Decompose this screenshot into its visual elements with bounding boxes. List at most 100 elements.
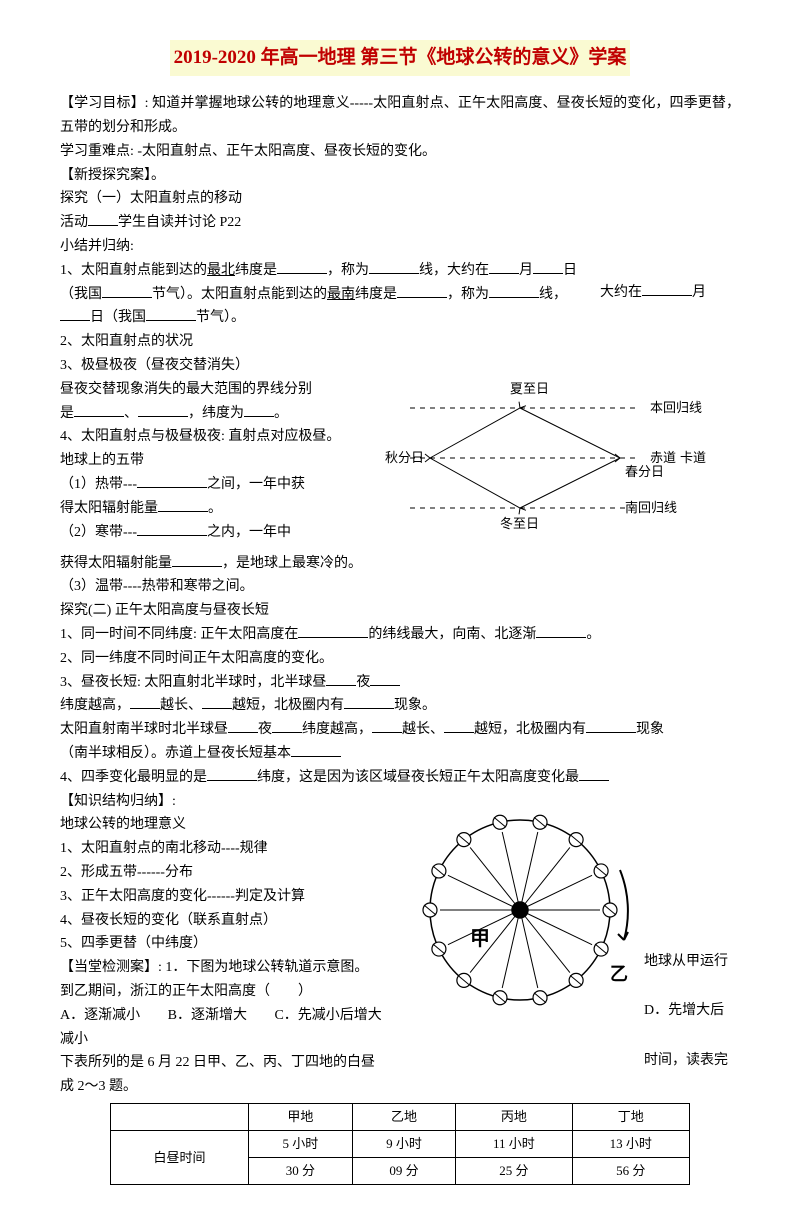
blank <box>579 766 609 781</box>
s5: 5、四季更替（中纬度） <box>60 932 410 956</box>
label-xiazhi: 夏至日 <box>510 381 549 396</box>
choice-b: B．逐渐增大 <box>168 1008 247 1023</box>
th-jia: 甲地 <box>249 1103 353 1130</box>
s3: 3、正午太阳高度的变化------判定及计算 <box>60 885 410 909</box>
i2-q4: 4、四季变化最明显的是纬度，这是因为该区域昼夜长短正午太阳高度变化最 <box>60 766 740 790</box>
right-fragment: 大约在月 <box>590 259 740 305</box>
summary-label: 小结并归纳: <box>60 235 740 259</box>
activity: 活动学生自读并讨论 P22 <box>60 211 740 235</box>
row-q1: 1、太阳直射点能到达的最北纬度是，称为线，大约在月日 （我国节气）。太阳直射点能… <box>60 259 740 307</box>
blank <box>74 402 124 417</box>
title-wrap: 2019-2020 年高一地理 第三节《地球公转的意义》学案 <box>60 40 740 92</box>
q2: 2、太阳直射点的状况 <box>60 330 740 354</box>
structure-title: 地球公转的地理意义 <box>60 813 410 837</box>
inquiry-1: 探究（一）太阳直射点的移动 <box>60 187 740 211</box>
label-beihuigui: 本回归线 <box>650 400 702 415</box>
choice-a: A．逐渐减小 <box>60 1008 140 1023</box>
i2-q3b: 纬度越高，越长、越短，北极圈内有现象。 <box>60 694 740 718</box>
blank <box>272 718 302 733</box>
blank <box>344 694 394 709</box>
table-intro-2: 成 2～3 题。 <box>60 1075 410 1099</box>
structure-row: 【知识结构归纳】: 地球公转的地理意义 1、太阳直射点的南北移动----规律 2… <box>60 790 740 1099</box>
inquiry-2: 探究(二) 正午太阳高度与昼夜长短 <box>60 599 740 623</box>
blank <box>102 283 152 298</box>
i2-q3d: （南半球相反）。赤道上昼夜长短基本 <box>60 742 740 766</box>
q1-line3: 日（我国节气）。 <box>60 306 740 330</box>
label-yi: 乙 <box>610 964 628 984</box>
section-header-1: 【新授探究案】。 <box>60 164 740 188</box>
q3-line2: 是、，纬度为。 <box>60 402 370 426</box>
blank <box>444 718 474 733</box>
blank <box>642 281 692 296</box>
s2: 2、形成五带------分布 <box>60 861 410 885</box>
zone1-b: 得太阳辐射能量。 <box>60 497 370 521</box>
diagram-row-1: 昼夜交替现象消失的最大范围的界线分别 是、，纬度为。 4、太阳直射点与极昼极夜:… <box>60 378 740 552</box>
blank <box>489 259 519 274</box>
th-bing: 丙地 <box>456 1103 572 1130</box>
key-points: 学习重难点: -太阳直射点、正午太阳高度、昼夜长短的变化。 <box>60 140 740 164</box>
blank <box>228 718 258 733</box>
table-header-row: 甲地 乙地 丙地 丁地 <box>111 1103 690 1130</box>
orbit-diagram: 甲 乙 <box>410 790 640 1039</box>
blank <box>207 766 257 781</box>
zone2-b: 获得太阳辐射能量，是地球上最寒冷的。 <box>60 552 740 576</box>
orbit-svg: 甲 乙 <box>410 790 640 1030</box>
table-intro: 下表所列的是 6 月 22 日甲、乙、丙、丁四地的白昼 <box>60 1051 410 1075</box>
table-row: 白昼时间 5 小时 9 小时 11 小时 13 小时 <box>111 1131 690 1158</box>
q3-line1: 昼夜交替现象消失的最大范围的界线分别 <box>60 378 370 402</box>
zone3: （3）温带----热带和寒带之间。 <box>60 575 740 599</box>
cell: 30 分 <box>249 1158 353 1185</box>
blank <box>326 671 356 686</box>
i2-q2: 2、同一纬度不同时间正午太阳高度的变化。 <box>60 647 740 671</box>
row-label: 白昼时间 <box>111 1131 249 1185</box>
blank <box>88 211 118 226</box>
daylight-table: 甲地 乙地 丙地 丁地 白昼时间 5 小时 9 小时 11 小时 13 小时 3… <box>110 1103 690 1185</box>
q1-line1: 1、太阳直射点能到达的最北纬度是，称为线，大约在月日 <box>60 259 590 283</box>
blank <box>397 283 447 298</box>
label-chunfen: 春分日 <box>625 464 664 479</box>
blank <box>298 623 368 638</box>
blank <box>60 306 90 321</box>
th-ding: 丁地 <box>572 1103 689 1130</box>
blank <box>137 473 207 488</box>
label-nanhuigui: 南回归线 <box>625 500 677 515</box>
q3: 3、极昼极夜（昼夜交替消失） <box>60 354 740 378</box>
th-blank <box>111 1103 249 1130</box>
cell: 9 小时 <box>352 1131 456 1158</box>
blank <box>138 402 188 417</box>
blank <box>202 694 232 709</box>
label-extra: 卡道 <box>680 450 706 465</box>
structure-header: 【知识结构归纳】: <box>60 790 410 814</box>
cell: 5 小时 <box>249 1131 353 1158</box>
choice-c: C．先减小后增大 <box>274 1008 381 1023</box>
i2-q1: 1、同一时间不同纬度: 正午太阳高度在的纬线最大，向南、北逐渐。 <box>60 623 740 647</box>
blank <box>130 694 160 709</box>
blank <box>291 742 341 757</box>
choices: A．逐渐减小 B．逐渐增大 C．先减小后增大 <box>60 1004 410 1028</box>
blank <box>244 402 274 417</box>
q1-line2: （我国节气）。太阳直射点能到达的最南纬度是，称为线， <box>60 283 590 307</box>
five-zones: 地球上的五带 <box>60 449 370 473</box>
blank <box>158 497 208 512</box>
q4: 4、太阳直射点与极昼极夜: 直射点对应极昼。 <box>60 425 370 449</box>
i2-q3c: 太阳直射南半球时北半球昼夜纬度越高，越长、越短，北极圈内有现象 <box>60 718 740 742</box>
s4: 4、昼夜长短的变化（联系直射点） <box>60 909 410 933</box>
blank <box>372 718 402 733</box>
cell: 13 小时 <box>572 1131 689 1158</box>
zone1-a: （1）热带---之间，一年中获 <box>60 473 370 497</box>
right-col-2: 地球从甲运行 D．先增大后 时间，读表完 <box>640 790 740 1073</box>
blank <box>536 623 586 638</box>
learning-goal: 【学习目标】: 知道并掌握地球公转的地理意义-----太阳直射点、正午太阳高度、… <box>60 92 740 140</box>
cell: 56 分 <box>572 1158 689 1185</box>
blank <box>369 259 419 274</box>
test-header: 【当堂检测案】: 1．下图为地球公转轨道示意图。 <box>60 956 410 980</box>
i2-q3a: 3、昼夜长短: 太阳直射北半球时，北半球昼夜 <box>60 671 740 695</box>
blank <box>533 259 563 274</box>
blank <box>137 521 207 536</box>
cell: 09 分 <box>352 1158 456 1185</box>
th-yi: 乙地 <box>352 1103 456 1130</box>
blank <box>172 552 222 567</box>
blank <box>370 671 400 686</box>
s1: 1、太阳直射点的南北移动----规律 <box>60 837 410 861</box>
label-qiufen: 秋分日 <box>385 450 424 465</box>
